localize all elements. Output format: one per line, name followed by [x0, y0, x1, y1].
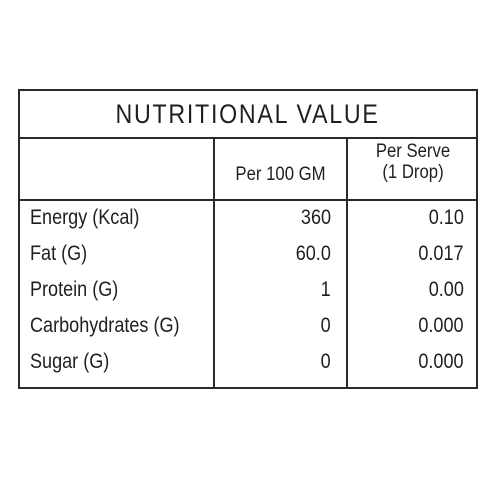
value-per-serve: 0.000 — [418, 350, 464, 373]
table-header-row: Per 100 GM Per Serve (1 Drop) — [20, 139, 476, 201]
value-per-100: 0 — [320, 314, 331, 337]
value-per-serve: 0.10 — [428, 206, 464, 229]
value-per-serve: 0.000 — [418, 314, 464, 337]
table-row: Sugar (G) 0 0.000 — [20, 345, 476, 381]
value-per-100: 1 — [320, 278, 331, 301]
value-per-100: 60.0 — [295, 242, 331, 265]
value-per-serve: 0.00 — [428, 278, 464, 301]
value-per-100: 0 — [320, 350, 331, 373]
column-header-per-serve-line2: (1 Drop) — [382, 162, 444, 183]
table-title-row: NUTRITIONAL VALUE — [20, 91, 476, 139]
column-header-per-serve-line1: Per Serve — [375, 141, 451, 162]
table-row: Carbohydrates (G) 0 0.000 — [20, 309, 476, 345]
table-body: Energy (Kcal) 360 0.10 Fat (G) 60.0 0.01… — [20, 201, 476, 381]
nutrient-name: Protein (G) — [30, 278, 119, 301]
nutrient-name: Carbohydrates (G) — [30, 314, 180, 337]
nutrient-name: Sugar (G) — [30, 350, 110, 373]
nutrition-table: NUTRITIONAL VALUE Per 100 GM Per Serve (… — [18, 89, 478, 389]
nutrient-name: Energy (Kcal) — [30, 206, 140, 229]
nutrient-name: Fat (G) — [30, 242, 88, 265]
value-per-serve: 0.017 — [418, 242, 464, 265]
table-row: Protein (G) 1 0.00 — [20, 273, 476, 309]
column-divider — [346, 139, 348, 387]
column-header-per-100: Per 100 GM — [235, 164, 326, 185]
table-row: Fat (G) 60.0 0.017 — [20, 237, 476, 273]
column-divider — [213, 139, 215, 387]
column-header-per-serve: Per Serve (1 Drop) — [356, 141, 470, 183]
table-row: Energy (Kcal) 360 0.10 — [20, 201, 476, 237]
table-title: NUTRITIONAL VALUE — [115, 98, 381, 129]
value-per-100: 360 — [300, 206, 331, 229]
